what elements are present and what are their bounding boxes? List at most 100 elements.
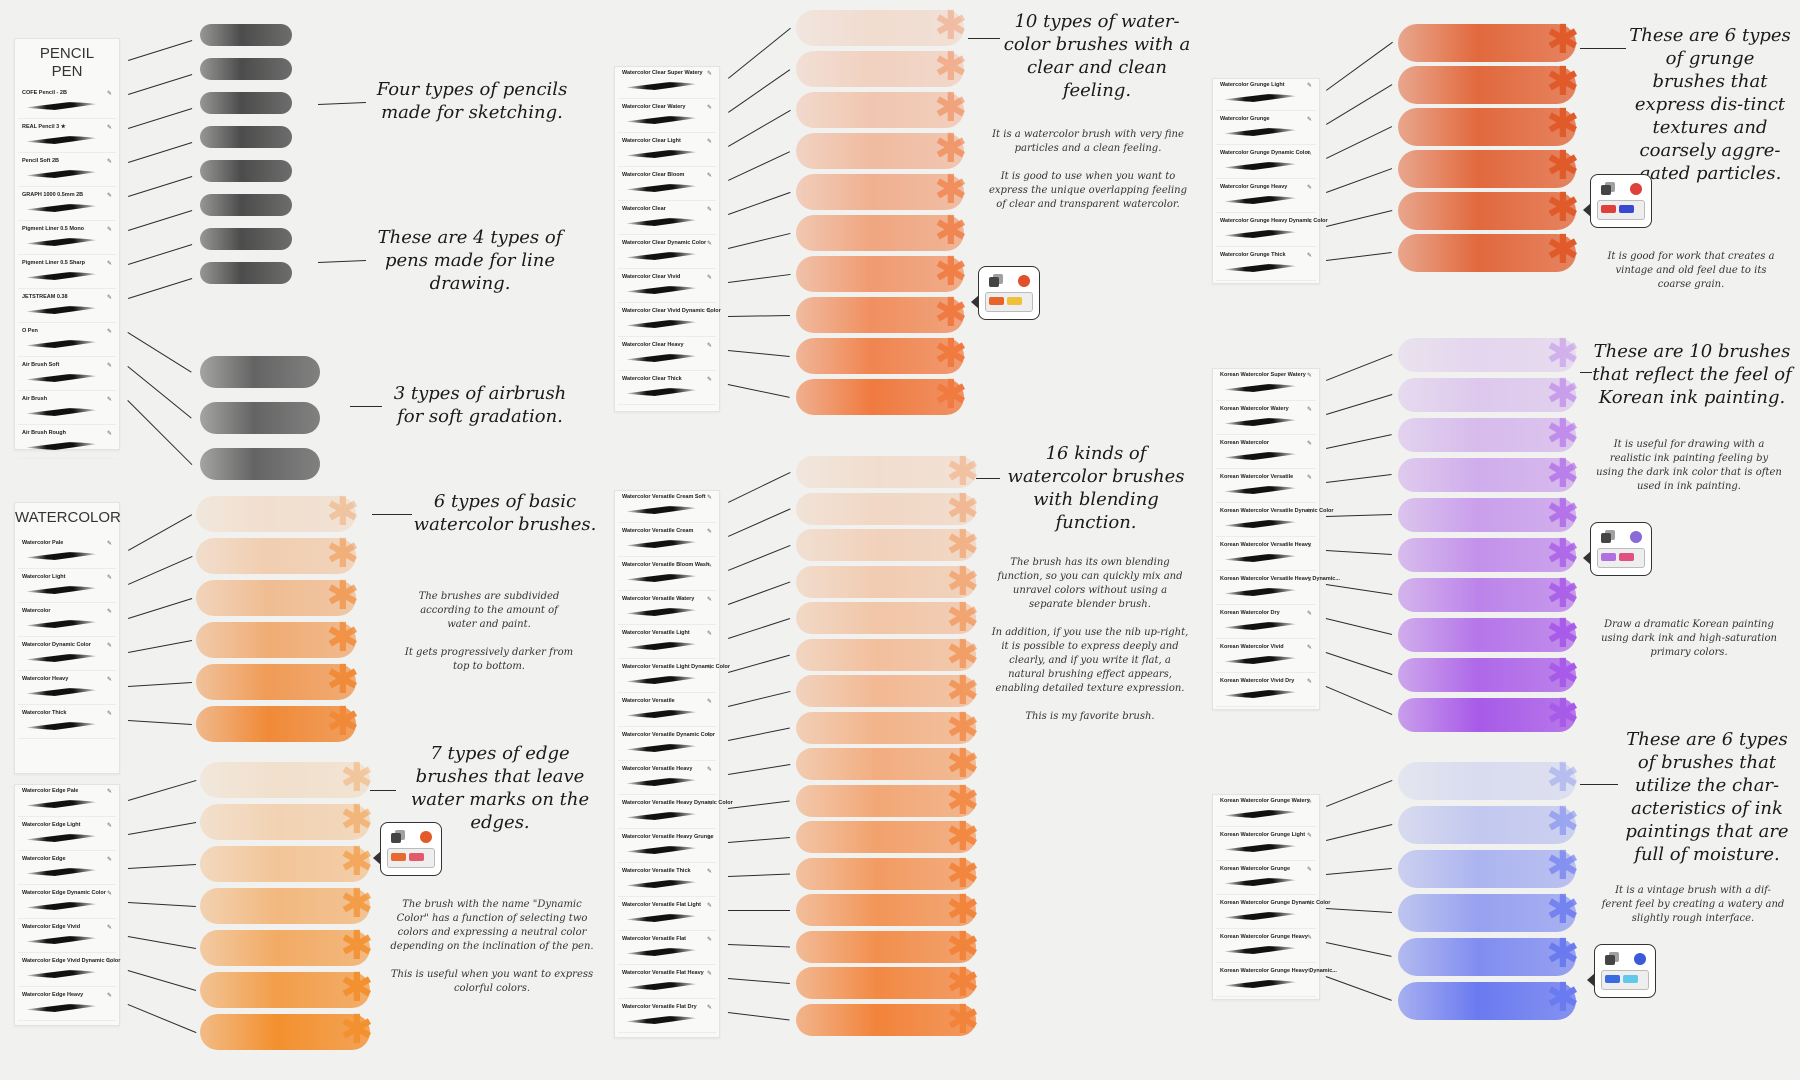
brush-item[interactable]: Pigment Liner 0.5 Sharp ✎ bbox=[18, 257, 116, 289]
edge-leader-line bbox=[127, 1004, 196, 1033]
brush-stroke-preview bbox=[624, 116, 701, 124]
brush-item[interactable]: Watercolor Versatile Cream ✎ bbox=[618, 525, 716, 557]
brush-item[interactable]: Watercolor Edge Pale ✎ bbox=[18, 785, 116, 817]
korean-leader-line bbox=[1325, 584, 1392, 595]
brush-item[interactable]: Watercolor Light ✎ bbox=[18, 571, 116, 603]
brush-item[interactable]: Watercolor Versatile Bloom Wash ✎ bbox=[618, 559, 716, 591]
dynamic-color-bubble-moist bbox=[1587, 944, 1656, 998]
brush-item[interactable]: Watercolor Versatile ✎ bbox=[618, 695, 716, 727]
layers-icon-front bbox=[1601, 185, 1611, 195]
brush-item[interactable]: Watercolor Grunge Heavy Dynamic Color ✎ bbox=[1216, 215, 1328, 247]
pencil-swatch bbox=[200, 58, 292, 80]
brush-item[interactable]: Watercolor Dynamic Color ✎ bbox=[18, 639, 116, 671]
brush-item[interactable]: Watercolor Versatile Heavy Grunge ✎ bbox=[618, 831, 716, 863]
brush-item[interactable]: Pencil Soft 2B ✎ bbox=[18, 155, 116, 187]
brush-item[interactable]: Watercolor Grunge Thick ✎ bbox=[1216, 249, 1316, 281]
brush-item[interactable]: Watercolor Edge Vivid ✎ bbox=[18, 921, 116, 953]
basic-star-mark: ✱ bbox=[326, 699, 360, 745]
versatile-leader-line bbox=[728, 910, 790, 911]
brush-item[interactable]: Korean Watercolor Super Watery ✎ bbox=[1216, 369, 1316, 401]
clear-swatch bbox=[796, 174, 964, 210]
brush-name: Korean Watercolor Versatile Dynamic Colo… bbox=[1220, 508, 1334, 514]
brush-item[interactable]: Watercolor Versatile Thick ✎ bbox=[618, 865, 716, 897]
brush-name: Korean Watercolor Grunge bbox=[1220, 866, 1291, 872]
brush-item[interactable]: Watercolor Versatile Flat Dry ✎ bbox=[618, 1001, 716, 1033]
brush-item[interactable]: Watercolor Clear Vivid ✎ bbox=[618, 271, 716, 303]
brush-item[interactable]: Watercolor Versatile Cream Soft ✎ bbox=[618, 491, 716, 523]
brush-item[interactable]: Korean Watercolor Vivid ✎ bbox=[1216, 641, 1316, 673]
brush-item[interactable]: Watercolor Thick ✎ bbox=[18, 707, 116, 739]
brush-item[interactable]: Watercolor Edge ✎ bbox=[18, 853, 116, 885]
edit-pencil-icon: ✎ bbox=[706, 494, 712, 501]
brush-item[interactable]: Korean Watercolor Grunge Heavy Dynamic..… bbox=[1216, 965, 1337, 997]
brush-item[interactable]: Watercolor Clear Watery ✎ bbox=[618, 101, 716, 133]
brush-item[interactable]: Korean Watercolor Versatile Heavy ✎ bbox=[1216, 539, 1316, 571]
edge-leader-line bbox=[127, 970, 196, 991]
brush-item[interactable]: Watercolor Clear Super Watery ✎ bbox=[618, 67, 716, 99]
brush-item[interactable]: Watercolor Versatile Flat Heavy ✎ bbox=[618, 967, 716, 999]
brush-item[interactable]: Watercolor Clear Bloom ✎ bbox=[618, 169, 716, 201]
brush-item[interactable]: Watercolor Grunge Dynamic Color ✎ bbox=[1216, 147, 1316, 179]
moist-leader-line bbox=[1325, 908, 1392, 913]
brush-item[interactable]: Watercolor Clear Dynamic Color ✎ bbox=[618, 237, 716, 269]
brush-item[interactable]: Watercolor Clear Vivid Dynamic Color ✎ bbox=[618, 305, 721, 337]
brush-name: Korean Watercolor Grunge Dynamic Color bbox=[1220, 900, 1331, 906]
brush-item[interactable]: Air Brush Soft ✎ bbox=[18, 359, 116, 391]
brush-item[interactable]: Korean Watercolor Versatile Dynamic Colo… bbox=[1216, 505, 1334, 537]
brush-stroke-preview bbox=[1222, 520, 1300, 528]
brush-item[interactable]: COFE Pencil - 2B ✎ bbox=[18, 87, 116, 119]
brush-item[interactable]: Korean Watercolor Watery ✎ bbox=[1216, 403, 1316, 435]
brush-item[interactable]: Korean Watercolor ✎ bbox=[1216, 437, 1316, 469]
brush-item[interactable]: Korean Watercolor Grunge Heavy ✎ bbox=[1216, 931, 1316, 963]
brush-item[interactable]: Watercolor Grunge Light ✎ bbox=[1216, 79, 1316, 111]
brush-item[interactable]: Korean Watercolor Grunge Light ✎ bbox=[1216, 829, 1316, 861]
brush-item[interactable]: Watercolor ✎ bbox=[18, 605, 116, 637]
brush-item[interactable]: Watercolor Pale ✎ bbox=[18, 537, 116, 569]
brush-item[interactable]: JETSTREAM 0.38 ✎ bbox=[18, 291, 116, 323]
brush-item[interactable]: Korean Watercolor Versatile ✎ bbox=[1216, 471, 1316, 503]
brush-item[interactable]: Watercolor Versatile Watery ✎ bbox=[618, 593, 716, 625]
brush-item[interactable]: Watercolor Grunge ✎ bbox=[1216, 113, 1316, 145]
brush-item[interactable]: REAL Pencil 3 ★ ✎ bbox=[18, 121, 116, 153]
brush-item[interactable]: Korean Watercolor Grunge Watery ✎ bbox=[1216, 795, 1316, 827]
airbrush-leader-line bbox=[127, 332, 192, 373]
brush-item[interactable]: O Pen ✎ bbox=[18, 325, 116, 357]
brush-item[interactable]: Watercolor Edge Dynamic Color ✎ bbox=[18, 887, 116, 919]
brush-item[interactable]: Watercolor Edge Vivid Dynamic Color ✎ bbox=[18, 955, 120, 987]
edit-pencil-icon: ✎ bbox=[706, 376, 712, 383]
edit-pencil-icon: ✎ bbox=[106, 90, 112, 97]
brush-item[interactable]: Watercolor Versatile Flat Light ✎ bbox=[618, 899, 716, 931]
brush-item[interactable]: Watercolor Versatile Heavy Dynamic Color… bbox=[618, 797, 733, 829]
brush-item[interactable]: Air Brush Rough ✎ bbox=[18, 427, 116, 459]
brush-item[interactable]: Watercolor Versatile Heavy ✎ bbox=[618, 763, 716, 795]
brush-stroke-preview bbox=[24, 170, 101, 178]
brush-item[interactable]: Korean Watercolor Vivid Dry ✎ bbox=[1216, 675, 1316, 707]
brush-item[interactable]: Watercolor Versatile Flat ✎ bbox=[618, 933, 716, 965]
edit-pencil-icon: ✎ bbox=[1306, 184, 1312, 191]
brush-item[interactable]: Watercolor Clear Heavy ✎ bbox=[618, 339, 716, 371]
brush-item[interactable]: Korean Watercolor Versatile Heavy Dynami… bbox=[1216, 573, 1340, 605]
brush-item[interactable]: Watercolor Versatile Dynamic Color ✎ bbox=[618, 729, 716, 761]
brush-item[interactable]: Watercolor Clear Light ✎ bbox=[618, 135, 716, 167]
brush-item[interactable]: Watercolor Edge Light ✎ bbox=[18, 819, 116, 851]
brush-item[interactable]: Korean Watercolor Dry ✎ bbox=[1216, 607, 1316, 639]
brush-item[interactable]: Pigment Liner 0.5 Mono ✎ bbox=[18, 223, 116, 255]
basic-leader-line bbox=[127, 720, 192, 725]
brush-stroke-preview bbox=[624, 540, 701, 548]
brush-stroke-preview bbox=[24, 552, 101, 560]
brush-item[interactable]: Korean Watercolor Grunge ✎ bbox=[1216, 863, 1316, 895]
brush-item[interactable]: Watercolor Grunge Heavy ✎ bbox=[1216, 181, 1316, 213]
brush-item[interactable]: Watercolor Edge Heavy ✎ bbox=[18, 989, 116, 1021]
brush-name: Watercolor Grunge Dynamic Color bbox=[1220, 150, 1310, 156]
brush-item[interactable]: Watercolor Clear Thick ✎ bbox=[618, 373, 716, 405]
edit-pencil-icon: ✎ bbox=[1306, 372, 1312, 379]
moist-leader-line bbox=[1326, 780, 1393, 807]
brush-item[interactable]: Watercolor Clear ✎ bbox=[618, 203, 716, 235]
brush-item[interactable]: Korean Watercolor Grunge Dynamic Color ✎ bbox=[1216, 897, 1330, 929]
brush-item[interactable]: GRAPH 1000 0.5mm 2B ✎ bbox=[18, 189, 116, 221]
brush-item[interactable]: Air Brush ✎ bbox=[18, 393, 116, 425]
brush-item[interactable]: Watercolor Versatile Light Dynamic Color… bbox=[618, 661, 730, 693]
brush-item[interactable]: Watercolor Versatile Light ✎ bbox=[618, 627, 716, 659]
edit-pencil-icon: ✎ bbox=[106, 924, 112, 931]
brush-item[interactable]: Watercolor Heavy ✎ bbox=[18, 673, 116, 705]
